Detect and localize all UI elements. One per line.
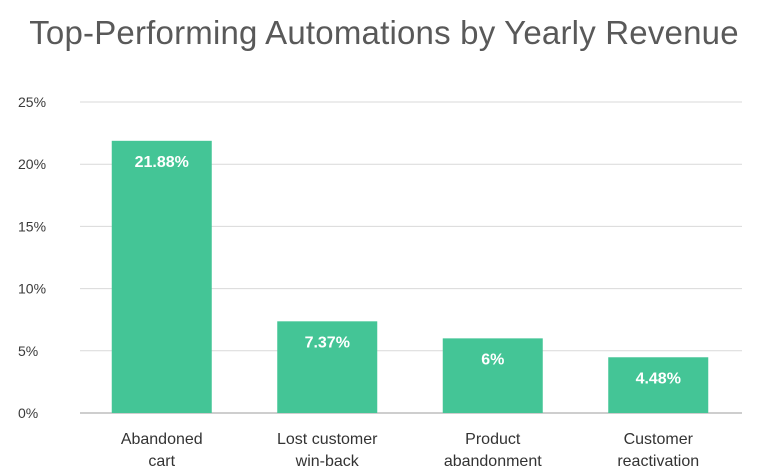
bar-data-label: 4.48% — [636, 370, 681, 387]
x-category-label: reactivation — [617, 453, 699, 470]
x-category-label: Customer — [624, 431, 694, 448]
x-category-label: Product — [465, 431, 521, 448]
bar — [608, 357, 709, 413]
y-tick-label: 0% — [18, 405, 38, 421]
y-tick-label: 25% — [18, 94, 46, 110]
y-tick-label: 5% — [18, 343, 38, 359]
bar — [442, 338, 543, 413]
bar-data-label: 7.37% — [305, 334, 350, 351]
y-tick-label: 20% — [18, 156, 46, 172]
x-category-label: Lost customer — [277, 431, 378, 448]
bar-data-label: 6% — [481, 351, 504, 368]
chart-title: Top-Performing Automations by Yearly Rev… — [29, 14, 739, 51]
bar — [111, 140, 212, 413]
y-axis-ticks: 0% 5% 10% 15% 20% 25% — [18, 94, 46, 421]
bars: 21.88% 7.37% 6% 4.48% — [111, 140, 709, 413]
bar — [277, 321, 378, 413]
x-category-label: win-back — [295, 453, 360, 470]
x-category-label: abandonment — [444, 453, 542, 470]
y-tick-label: 10% — [18, 281, 46, 297]
x-category-label: cart — [148, 453, 175, 470]
y-tick-label: 15% — [18, 218, 46, 234]
x-category-label: Abandoned — [121, 431, 203, 448]
bar-data-label: 21.88% — [135, 154, 189, 171]
x-axis-labels: Abandoned cart Lost customer win-back Produc… — [121, 431, 699, 470]
